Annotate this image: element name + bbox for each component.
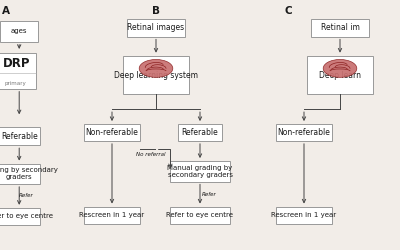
FancyBboxPatch shape	[0, 164, 40, 184]
Text: Referable: Referable	[1, 132, 38, 141]
Text: Rescreen in 1 year: Rescreen in 1 year	[80, 212, 144, 218]
Ellipse shape	[323, 60, 357, 77]
Text: Manual grading by
secondary graders: Manual grading by secondary graders	[167, 165, 233, 178]
Text: Retinal images: Retinal images	[128, 23, 184, 32]
Text: DRP: DRP	[3, 57, 30, 70]
Text: Rescreen in 1 year: Rescreen in 1 year	[272, 212, 336, 218]
FancyBboxPatch shape	[84, 206, 140, 224]
Text: Deep learning system: Deep learning system	[114, 70, 198, 80]
Text: Grading by secondary
graders: Grading by secondary graders	[0, 167, 58, 180]
Text: Deep learn: Deep learn	[319, 70, 361, 80]
Text: C: C	[284, 6, 292, 16]
FancyBboxPatch shape	[276, 206, 332, 224]
Text: Non-referable: Non-referable	[278, 128, 330, 137]
Text: A: A	[2, 6, 10, 16]
Text: Refer: Refer	[202, 192, 216, 196]
Text: Refer to eye centre: Refer to eye centre	[166, 212, 234, 218]
FancyBboxPatch shape	[276, 124, 332, 141]
FancyBboxPatch shape	[0, 208, 40, 225]
FancyBboxPatch shape	[123, 56, 189, 94]
FancyBboxPatch shape	[127, 18, 185, 36]
FancyBboxPatch shape	[307, 56, 373, 94]
Text: ages: ages	[11, 28, 28, 34]
Text: Non-referable: Non-referable	[86, 128, 138, 137]
FancyBboxPatch shape	[311, 18, 369, 36]
Text: Refer to eye centre: Refer to eye centre	[0, 213, 53, 219]
FancyBboxPatch shape	[0, 127, 40, 145]
Text: No referral: No referral	[136, 152, 166, 157]
Ellipse shape	[139, 60, 173, 77]
FancyBboxPatch shape	[84, 124, 140, 141]
FancyBboxPatch shape	[170, 206, 230, 224]
Text: Retinal im: Retinal im	[320, 23, 360, 32]
FancyBboxPatch shape	[0, 21, 38, 42]
Text: Referable: Referable	[182, 128, 218, 137]
Text: B: B	[152, 6, 160, 16]
FancyBboxPatch shape	[0, 52, 36, 89]
FancyBboxPatch shape	[178, 124, 222, 141]
Text: primary: primary	[4, 81, 26, 86]
FancyBboxPatch shape	[170, 161, 230, 182]
Text: Refer: Refer	[19, 194, 34, 198]
